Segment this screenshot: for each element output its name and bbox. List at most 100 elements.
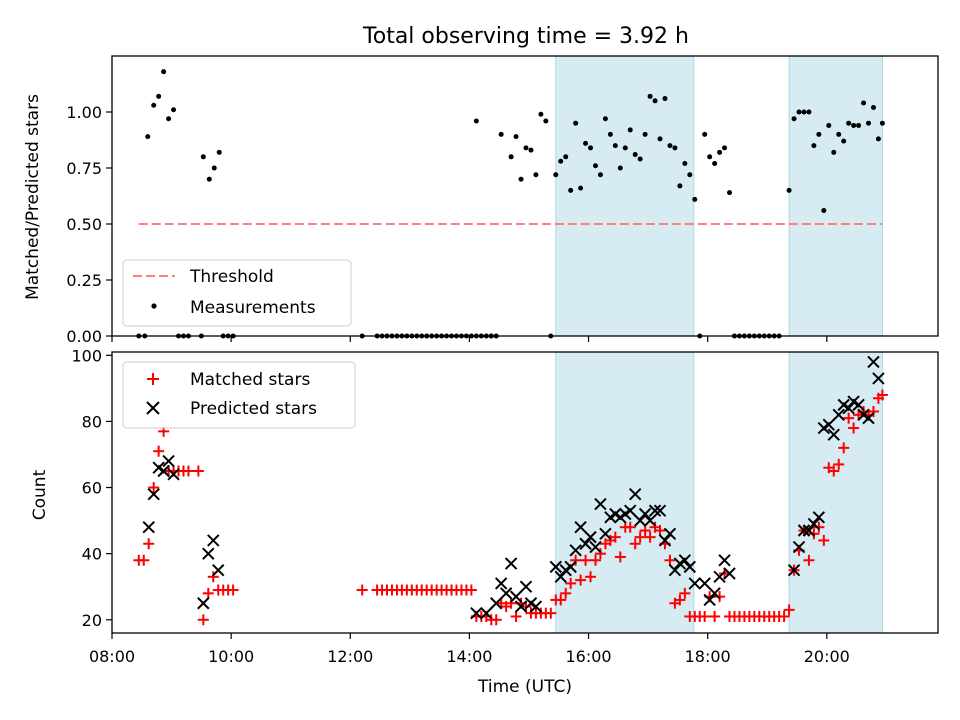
- measurement-point: [861, 100, 867, 106]
- matched-star-marker: [808, 528, 820, 540]
- measurement-point: [702, 131, 708, 137]
- measurement-point: [578, 185, 584, 191]
- top-plot-frame: [111, 55, 939, 337]
- predicted-star-marker: [589, 540, 602, 554]
- bottom-y-tick-label: 40: [82, 545, 102, 564]
- top-y-tick-label: 0.25: [66, 271, 102, 290]
- measurement-point: [528, 147, 534, 153]
- predicted-star-marker: [723, 567, 736, 580]
- x-tick-label: 12:00: [327, 647, 373, 666]
- measurement-point: [637, 156, 643, 162]
- measurement-point: [538, 111, 544, 117]
- measurement-point: [151, 102, 157, 108]
- legend-predicted-label: Predicted stars: [190, 399, 317, 419]
- legend-matched-label: Matched stars: [190, 370, 310, 390]
- measurement-point: [166, 116, 172, 122]
- predicted-star-marker: [718, 554, 731, 567]
- measurement-point: [597, 172, 603, 178]
- measurement-point: [791, 116, 797, 122]
- predicted-star-marker: [554, 570, 567, 584]
- predicted-star-marker: [564, 560, 577, 574]
- measurement-point: [583, 140, 589, 146]
- top-y-axis-label: Matched/Predicted stars: [23, 94, 43, 300]
- observing-window: [788, 351, 883, 634]
- matched-star-marker: [783, 604, 795, 616]
- measurement-point: [563, 154, 569, 160]
- measurement-point: [831, 149, 837, 155]
- predicted-star-marker: [633, 514, 647, 527]
- predicted-star-marker: [167, 468, 180, 481]
- measurement-point: [727, 190, 733, 196]
- predicted-star-marker: [490, 597, 503, 610]
- measurement-point: [821, 208, 827, 214]
- matched-star-marker: [674, 594, 686, 606]
- matched-star-marker: [833, 458, 845, 470]
- matched-star-marker: [565, 577, 577, 589]
- bottom-y-tick-label: 60: [82, 479, 102, 498]
- measurement-point: [692, 196, 698, 202]
- matched-star-marker: [138, 554, 150, 566]
- matched-star-marker: [876, 389, 888, 401]
- predicted-star-marker: [470, 606, 483, 620]
- matched-star-marker: [202, 587, 214, 599]
- predicted-star-marker: [703, 593, 716, 607]
- matched-star-marker: [609, 531, 621, 543]
- predicted-star-marker: [519, 580, 533, 593]
- measurement-point: [602, 116, 608, 122]
- matched-star-marker: [197, 614, 209, 626]
- measurement-point: [508, 154, 514, 160]
- x-axis-label: Time (UTC): [477, 677, 572, 697]
- measurement-point: [707, 154, 713, 160]
- predicted-star-marker: [797, 524, 811, 537]
- predicted-star-marker: [162, 454, 175, 468]
- matched-star-marker: [629, 538, 641, 550]
- bottom-y-tick-label: 100: [71, 346, 102, 365]
- measurement-point: [841, 138, 847, 144]
- measurement-point: [523, 145, 529, 151]
- measurement-point: [677, 183, 683, 189]
- measurement-point: [498, 131, 504, 137]
- predicted-star-marker: [802, 524, 816, 537]
- predicted-star-marker: [584, 530, 597, 544]
- matched-star-marker: [555, 594, 567, 606]
- predicted-star-marker: [594, 497, 607, 511]
- predicted-star-marker: [822, 418, 836, 431]
- measurement-point: [866, 120, 872, 126]
- measurement-point: [156, 93, 162, 99]
- predicted-star-marker: [807, 517, 821, 531]
- measurement-point: [642, 131, 648, 137]
- top-y-tick-label: 0.50: [66, 215, 102, 234]
- ratio-panel: Total observing time = 3.92 h 0.00 0.25 0.…: [23, 24, 939, 346]
- legend-threshold-label: Threshold: [189, 267, 274, 287]
- matched-star-marker: [585, 571, 597, 583]
- measurement-point: [632, 152, 638, 158]
- measurement-point: [846, 120, 852, 126]
- matched-star-marker: [207, 571, 219, 583]
- legend-measurements-label: Measurements: [190, 298, 316, 318]
- measurement-point: [647, 93, 653, 99]
- matched-star-marker: [818, 534, 830, 546]
- matched-star-marker: [699, 610, 711, 622]
- measurement-point: [816, 131, 822, 137]
- measurement-point: [786, 187, 792, 193]
- measurement-point: [801, 109, 807, 115]
- x-tick-label: 08:00: [89, 647, 135, 666]
- matched-star-marker: [580, 554, 592, 566]
- matched-star-marker: [614, 551, 626, 563]
- matched-star-marker: [848, 422, 860, 434]
- measurement-point: [211, 165, 217, 171]
- predicted-star-marker: [569, 544, 582, 557]
- measurement-point: [473, 118, 479, 124]
- bottom-y-tick-label: 20: [82, 611, 102, 630]
- measurement-point: [870, 105, 876, 111]
- bottom-y-tick-label: 80: [82, 412, 102, 431]
- matched-star-marker: [465, 584, 477, 596]
- predicted-star-marker: [862, 411, 875, 425]
- measurement-point: [206, 176, 212, 182]
- matched-star-marker: [505, 597, 517, 609]
- measurement-point: [518, 176, 524, 182]
- matched-star-marker: [570, 554, 582, 566]
- matched-star-marker: [709, 610, 721, 622]
- predicted-star-marker: [212, 563, 225, 577]
- measurement-point: [145, 134, 151, 140]
